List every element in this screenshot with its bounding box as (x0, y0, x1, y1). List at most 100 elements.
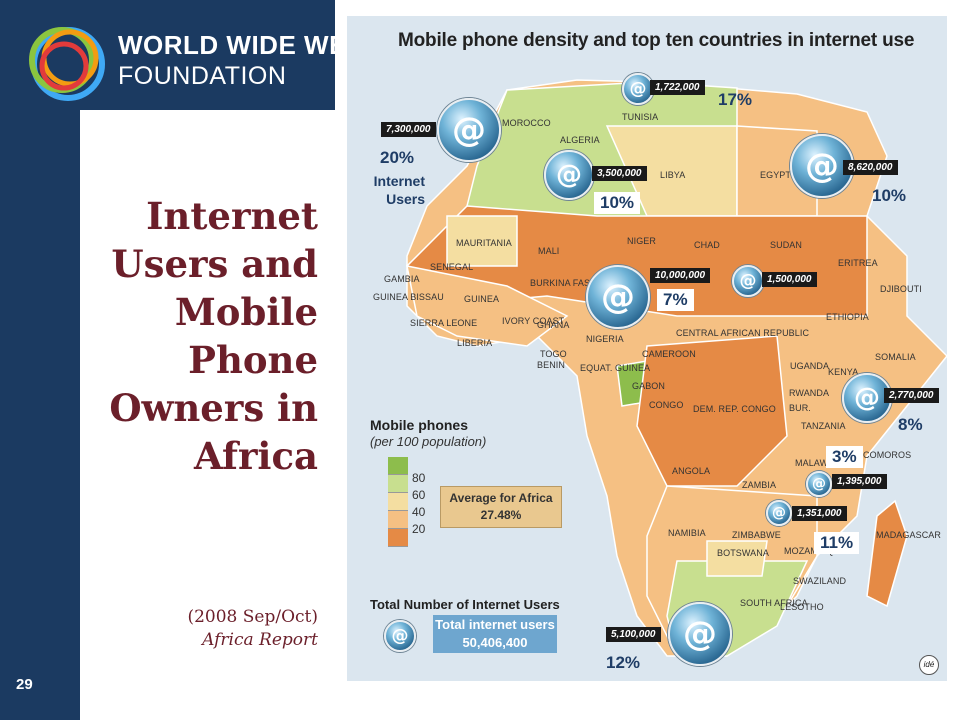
country-label: TOGO (540, 349, 567, 359)
at-icon: @ (586, 265, 650, 329)
country-label: IVORY COAST (502, 316, 565, 326)
percent-label: 12% (606, 653, 641, 672)
foundation-logo (29, 27, 105, 101)
scale-swatch (388, 475, 408, 493)
country-label: ERITREA (838, 258, 878, 268)
users-badge: 3,500,000 (592, 166, 647, 181)
credit-mark: idé (919, 655, 939, 675)
country-label: LIBYA (660, 170, 686, 180)
country-label: LIBERIA (457, 338, 493, 348)
country-label: BOTSWANA (717, 548, 769, 558)
content-panel (80, 110, 335, 720)
title-line: Users and (111, 242, 318, 286)
legend-title: Mobile phones (370, 417, 468, 433)
users-badge: 2,770,000 (884, 388, 939, 403)
country-label: CHAD (694, 240, 720, 250)
title-line: Owners in (109, 386, 318, 430)
users-badge: 1,351,000 (792, 506, 847, 521)
country-label: GAMBIA (384, 274, 420, 284)
country-label: SIERRA LEONE (410, 318, 478, 328)
title-line: Mobile (174, 290, 318, 334)
country-label: ETHIOPIA (826, 312, 869, 322)
scale-swatch (388, 493, 408, 511)
country-label: RWANDA (789, 388, 830, 398)
country-label: UGANDA (790, 361, 830, 371)
madagascar (866, 499, 908, 608)
at-icon: @ (384, 620, 416, 652)
total-value: 50,406,400 (462, 635, 528, 650)
total-title: Total Number of Internet Users (370, 597, 560, 612)
country-label: NIGERIA (586, 334, 624, 344)
caption-date: (2008 Sep/Oct) (187, 607, 318, 627)
scale-swatch (388, 511, 408, 529)
country-label: SUDAN (770, 240, 803, 250)
total-label: Total internet users (435, 617, 555, 632)
country-label: BUR. (789, 403, 811, 413)
at-icon: @ (544, 150, 594, 200)
sidebar-band (0, 0, 80, 720)
caption-source: Africa Report (202, 630, 318, 650)
page-number: 29 (16, 676, 33, 693)
country-label: GUINEA (464, 294, 500, 304)
country-label: KENYA (828, 367, 859, 377)
map-title: Mobile phone density and top ten countri… (398, 30, 915, 51)
users-badge: 7,300,000 (381, 122, 436, 137)
country-label: CAMEROON (642, 349, 696, 359)
at-icon: @ (622, 73, 654, 105)
internet-users-label: Internet Users (353, 172, 425, 208)
country-label: NAMIBIA (668, 528, 706, 538)
users-badge: 1,500,000 (762, 272, 817, 287)
country-label: EGYPT (760, 170, 792, 180)
country-label: SENEGAL (430, 262, 474, 272)
country-label: ALGERIA (560, 135, 600, 145)
country-label: MALAWI (795, 458, 831, 468)
users-badge: 1,722,000 (650, 80, 705, 95)
users-badge: 5,100,000 (606, 627, 661, 642)
region-westcoast (406, 265, 569, 347)
country-label: DJIBOUTI (880, 284, 922, 294)
country-label: MADAGASCAR (876, 530, 942, 540)
scale-swatch (388, 529, 408, 547)
brand-subname: FOUNDATION (118, 62, 287, 90)
region-central (636, 335, 788, 487)
country-label: LESOTHO (780, 602, 824, 612)
percent-label: 20% (380, 148, 415, 167)
legend-ticks: 80 60 40 20 (412, 470, 425, 538)
brand-name: WORLD WIDE WEB (118, 30, 367, 60)
country-label: TUNISIA (622, 112, 659, 122)
at-icon: @ (732, 265, 764, 297)
average-label: Average for Africa (449, 491, 553, 505)
legend-scale (388, 457, 408, 547)
percent-label: 10% (594, 192, 641, 214)
percent-label: 3% (826, 446, 863, 468)
country-label: ZAMBIA (742, 480, 777, 490)
title-line: Phone (188, 338, 318, 382)
tick-label: 40 (412, 505, 426, 519)
average-value: 27.48% (480, 508, 522, 522)
percent-label: 8% (898, 415, 923, 434)
region-mauritania (446, 215, 518, 267)
percent-label: 11% (814, 532, 860, 554)
users-badge: 10,000,000 (650, 268, 711, 283)
users-badge: 8,620,000 (843, 160, 898, 175)
iu-line: Internet (373, 173, 425, 189)
average-box: Average for Africa 27.48% (440, 486, 562, 528)
country-label: TANZANIA (801, 421, 846, 431)
at-icon: @ (668, 602, 732, 666)
country-label: GABON (632, 381, 666, 391)
country-label: GHANA (537, 320, 570, 330)
percent-label: 17% (718, 90, 753, 109)
country-label: NIGER (627, 236, 657, 246)
country-label: SOMALIA (875, 352, 916, 362)
tick-label: 80 (412, 471, 426, 485)
country-label: EQUAT. GUINEA (580, 363, 651, 373)
at-icon: @ (806, 471, 832, 497)
percent-label: 10% (872, 186, 907, 205)
total-box: Total internet users 50,406,400 (433, 615, 557, 653)
iu-line: Users (386, 191, 425, 207)
at-icon: @ (437, 98, 501, 162)
country-label: CONGO (649, 400, 684, 410)
country-label: BENIN (537, 360, 566, 370)
at-icon: @ (766, 500, 792, 526)
country-label: ANGOLA (672, 466, 711, 476)
